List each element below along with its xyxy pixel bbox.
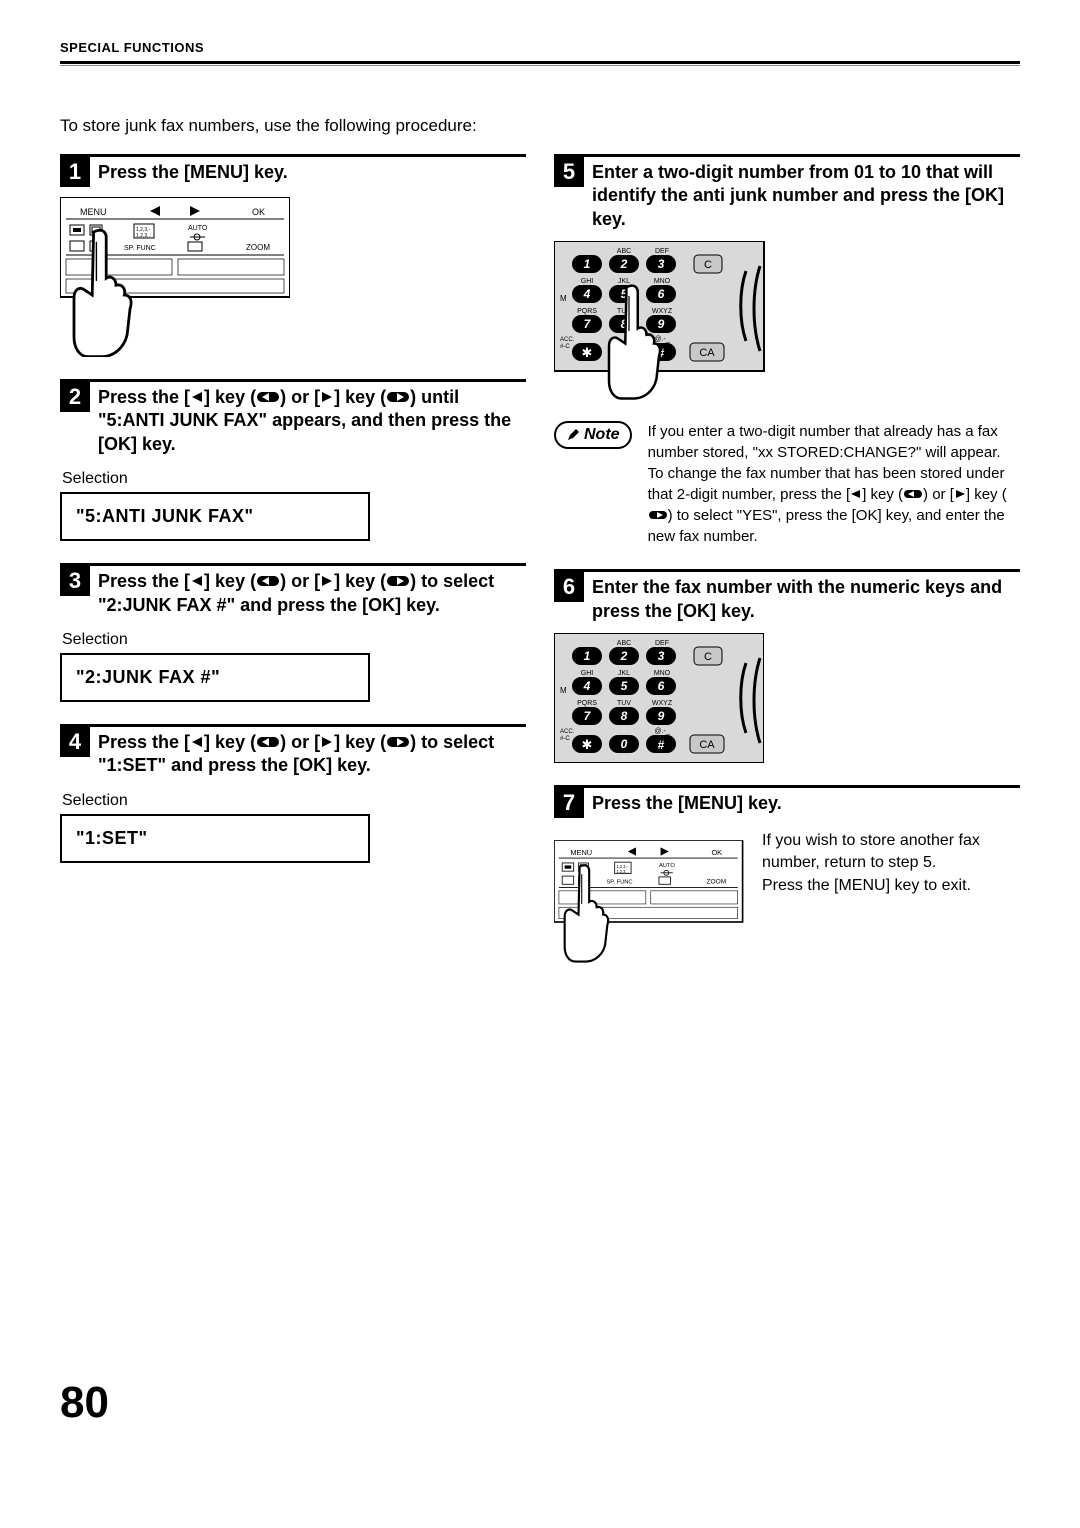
menu-panel-illustration bbox=[60, 197, 526, 357]
oval-button-icon bbox=[648, 510, 668, 520]
step-title: Enter the fax number with the numeric ke… bbox=[592, 574, 1020, 623]
right-arrow-icon bbox=[320, 391, 334, 403]
step-number: 7 bbox=[554, 788, 584, 818]
step-7: 7 Press the [MENU] key. If you wish to s… bbox=[554, 785, 1020, 976]
step-6: 6 Enter the fax number with the numeric … bbox=[554, 569, 1020, 763]
keypad-illustration bbox=[554, 633, 1020, 763]
page-number: 80 bbox=[60, 1378, 1020, 1428]
pencil-icon bbox=[566, 428, 580, 442]
left-arrow-icon bbox=[190, 575, 204, 587]
step-title: Press the [] key () or [] key () until "… bbox=[98, 384, 526, 456]
oval-button-icon bbox=[256, 391, 280, 403]
oval-button-icon bbox=[256, 575, 280, 587]
oval-button-icon bbox=[903, 489, 923, 499]
keypad-illustration bbox=[554, 241, 1020, 401]
selection-label: Selection bbox=[62, 792, 526, 810]
lcd-display: "2:JUNK FAX #" bbox=[60, 653, 370, 702]
note-block: Note If you enter a two-digit number tha… bbox=[554, 421, 1020, 547]
oval-button-icon bbox=[386, 575, 410, 587]
header-rule bbox=[60, 61, 1020, 66]
left-arrow-icon bbox=[190, 391, 204, 403]
step-number: 5 bbox=[554, 157, 584, 187]
step-1: 1 Press the [MENU] key. bbox=[60, 154, 526, 357]
step-2: 2 Press the [] key () or [] key () until… bbox=[60, 379, 526, 541]
note-label: Note bbox=[584, 426, 620, 444]
step-title: Press the [] key () or [] key () to sele… bbox=[98, 729, 526, 778]
section-header: SPECIAL FUNCTIONS bbox=[60, 40, 1020, 61]
oval-button-icon bbox=[386, 736, 410, 748]
step-title: Press the [MENU] key. bbox=[592, 790, 782, 815]
step-title: Press the [MENU] key. bbox=[98, 159, 288, 184]
step-title: Enter a two-digit number from 01 to 10 t… bbox=[592, 159, 1020, 231]
step-5: 5 Enter a two-digit number from 01 to 10… bbox=[554, 154, 1020, 547]
left-arrow-icon bbox=[190, 736, 204, 748]
step-7-side-text: If you wish to store another fax number,… bbox=[762, 830, 1020, 897]
selection-label: Selection bbox=[62, 470, 526, 488]
right-arrow-icon bbox=[320, 575, 334, 587]
step-number: 3 bbox=[60, 566, 90, 596]
menu-panel-illustration-small bbox=[554, 840, 744, 970]
selection-label: Selection bbox=[62, 631, 526, 649]
step-number: 1 bbox=[60, 157, 90, 187]
step-4: 4 Press the [] key () or [] key () to se… bbox=[60, 724, 526, 863]
lcd-display: "5:ANTI JUNK FAX" bbox=[60, 492, 370, 541]
note-badge: Note bbox=[554, 421, 632, 449]
step-number: 6 bbox=[554, 572, 584, 602]
lcd-display: "1:SET" bbox=[60, 814, 370, 863]
step-number: 2 bbox=[60, 382, 90, 412]
left-arrow-icon bbox=[850, 489, 862, 499]
step-title: Press the [] key () or [] key () to sele… bbox=[98, 568, 526, 617]
oval-button-icon bbox=[386, 391, 410, 403]
right-arrow-icon bbox=[320, 736, 334, 748]
step-number: 4 bbox=[60, 727, 90, 757]
oval-button-icon bbox=[256, 736, 280, 748]
intro-text: To store junk fax numbers, use the follo… bbox=[60, 116, 1020, 136]
step-3: 3 Press the [] key () or [] key () to se… bbox=[60, 563, 526, 702]
note-text: If you enter a two-digit number that alr… bbox=[648, 421, 1020, 547]
right-arrow-icon bbox=[954, 489, 966, 499]
